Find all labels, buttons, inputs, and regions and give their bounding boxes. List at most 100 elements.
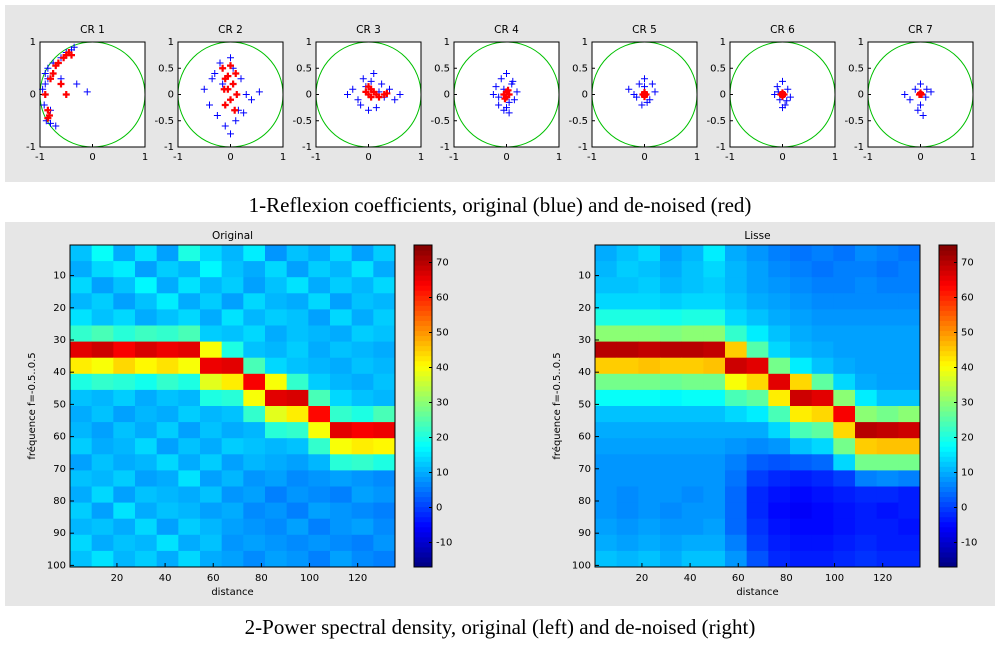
point	[633, 93, 641, 101]
colorbar-segment	[939, 531, 957, 538]
point	[227, 62, 234, 70]
y-tick-label: 80	[53, 496, 66, 507]
heatmap-cell	[790, 534, 813, 552]
heatmap-cell	[113, 422, 136, 439]
heatmap-cell	[221, 309, 244, 326]
y-tick-label: 40	[53, 367, 66, 378]
y-tick-label: 90	[53, 528, 66, 539]
colorbar-segment	[939, 481, 957, 487]
heatmap-cell	[616, 406, 639, 423]
heatmap-cell	[308, 406, 331, 423]
heatmap-cell	[178, 325, 201, 342]
heatmap-cell	[833, 277, 856, 294]
colorbar-segment	[939, 300, 957, 306]
colorbar-segment	[414, 250, 432, 256]
heatmap-cell	[855, 373, 878, 391]
heatmap-cell	[330, 470, 353, 487]
heatmap-cell	[638, 341, 661, 359]
heatmap-cell	[91, 518, 114, 536]
heatmap-cell	[703, 357, 726, 375]
y-tick-label: -1	[302, 142, 312, 153]
heatmap-cell	[833, 325, 856, 342]
heatmap-cell	[616, 389, 639, 407]
point	[242, 91, 250, 98]
point	[779, 77, 786, 85]
point	[62, 91, 70, 98]
colorbar-segment	[939, 556, 957, 563]
heatmap-cell	[351, 277, 374, 294]
heatmap-cell	[243, 422, 266, 439]
colorbar-segment	[414, 431, 432, 437]
colorbar-segment	[939, 355, 957, 362]
colorbar-segment	[939, 340, 957, 347]
heatmap-cell	[790, 518, 813, 536]
heatmap-cell	[811, 245, 834, 262]
heatmap-cell	[595, 470, 618, 487]
heatmap-cell	[113, 357, 136, 375]
heatmap-cell	[833, 534, 856, 552]
point	[41, 91, 49, 98]
heatmap-cell	[70, 422, 93, 439]
colorbar-segment	[939, 310, 957, 316]
heatmap-cell	[638, 373, 661, 391]
heatmap-cell	[178, 277, 201, 294]
heatmap-cell	[70, 293, 93, 310]
heatmap-cell	[855, 261, 878, 278]
colorbar-tick-label: 60	[436, 293, 449, 304]
heatmap-cell	[200, 454, 223, 471]
axes-background	[40, 42, 145, 147]
heatmap-cell	[681, 470, 704, 487]
colorbar-segment	[414, 416, 432, 422]
heatmap-cell	[113, 470, 136, 487]
heatmap-cell	[746, 406, 769, 423]
heatmap-cell	[70, 277, 93, 294]
heatmap-cell	[135, 518, 158, 536]
heatmap-cell	[200, 293, 223, 310]
heatmap-cell	[265, 422, 288, 439]
heatmap-cell	[595, 406, 618, 423]
point	[495, 101, 503, 109]
point	[383, 89, 391, 97]
point	[367, 77, 375, 85]
heatmap-cell	[833, 261, 856, 278]
heatmap-cell	[308, 454, 331, 471]
heatmap-cell	[638, 389, 661, 407]
heatmap-cell	[91, 261, 114, 278]
heatmap-cell	[703, 245, 726, 262]
point	[503, 104, 510, 112]
heatmap-cell	[373, 293, 396, 310]
heatmap-cell	[156, 438, 179, 455]
colorbar-tick-label: 70	[436, 258, 449, 269]
heatmap-cell	[351, 406, 374, 423]
heatmap-cell	[70, 502, 93, 520]
heatmap-cell	[286, 470, 309, 487]
x-tick-label: 0	[779, 152, 785, 163]
colorbar-segment	[414, 486, 432, 493]
heatmap-cell	[876, 502, 899, 520]
heatmap-cell	[308, 389, 331, 407]
point	[505, 98, 513, 106]
point	[227, 130, 234, 138]
colorbar-segment	[939, 456, 957, 462]
heatmap-cell	[768, 534, 791, 552]
y-tick-label: 20	[53, 303, 66, 314]
colorbar-segment	[939, 290, 957, 296]
point	[917, 101, 924, 109]
point	[914, 106, 922, 114]
colorbar-segment	[414, 305, 432, 311]
heatmap-cell	[373, 486, 396, 503]
heatmap-cell	[286, 518, 309, 536]
colorbar-segment	[939, 390, 957, 397]
heatmap-cell	[373, 534, 396, 552]
colorbar-tick-label: 30	[961, 398, 974, 409]
colorbar-tick-label: 10	[436, 468, 449, 479]
heatmap-cell	[243, 406, 266, 423]
plot-title: CR 3	[356, 24, 381, 36]
colorbar-tick-label: 50	[961, 328, 974, 339]
heatmap-cell	[638, 245, 661, 262]
heatmap-cell	[595, 261, 618, 278]
colorbar-tick-label: 30	[436, 398, 449, 409]
heatmap-cell	[330, 550, 353, 568]
heatmap-cell	[746, 534, 769, 552]
